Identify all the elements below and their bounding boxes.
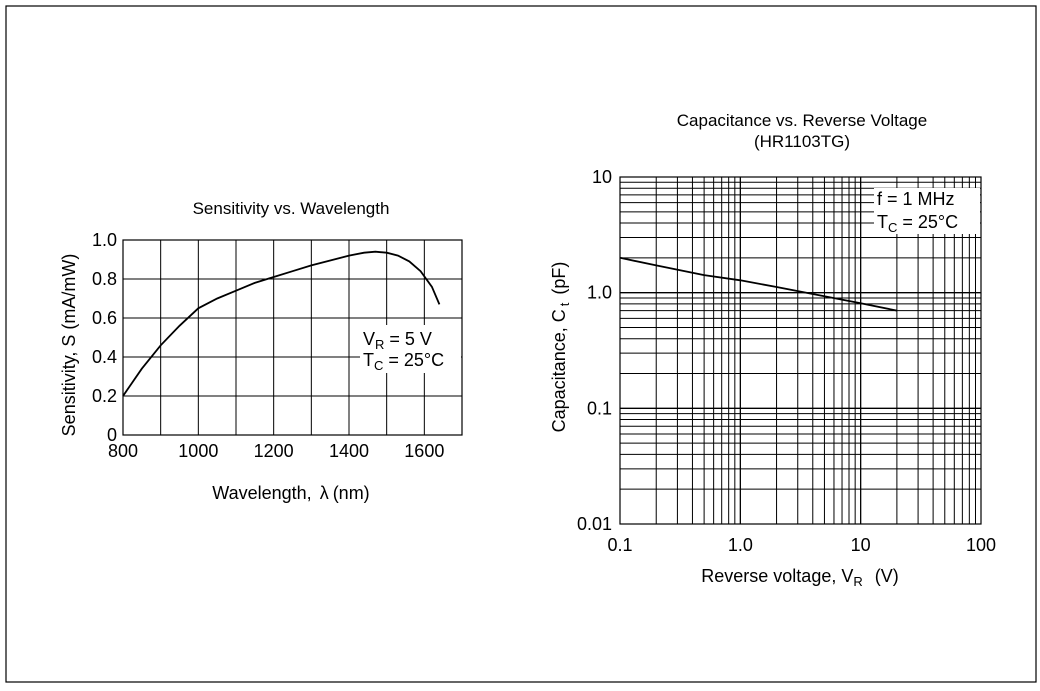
chart1-plot-frame [122,239,463,436]
chart1-x-tick-label: 800 [108,441,138,461]
chart1-series-line [122,250,441,397]
chart2-subtitle: (HR1103TG) [754,132,850,151]
chart1-y-tick-label: 0.2 [92,386,117,406]
chart2-x-tick-label: 0.1 [607,535,632,555]
chart2-y-axis-label: Capacitance, Ct(pF) [549,262,572,433]
chart2-x-tick-label: 100 [966,535,996,555]
chart2-y-tick-label: 0.1 [587,398,612,418]
chart2-x-tick-label: 10 [851,535,871,555]
chart2-x-tick-label: 1.0 [728,535,753,555]
chart1-y-tick-label: 0.4 [92,347,117,367]
chart1-annotation-tc: TC = 25°C [363,350,444,373]
chart1-y-axis-label: Sensitivity, S (mA/mW) [59,254,79,437]
chart1-x-tick-label: 1200 [254,441,294,461]
chart2-annotation-freq: f = 1 MHz [877,189,955,209]
chart1-annotation-bg [360,325,461,373]
chart2-annotation-bg [874,188,980,234]
chart1-x-tick-label: 1400 [329,441,369,461]
chart1-y-tick-labels: 0 0.2 0.4 0.6 0.8 1.0 [92,230,117,445]
chart2-plot-frame [619,176,982,525]
chart2-y-tick-label: 10 [592,167,612,187]
chart1-x-tick-label: 1000 [178,441,218,461]
chart2-series-line [619,256,898,312]
page-border [5,5,1037,683]
chart2-annotation-tc: TC = 25°C [877,212,958,235]
chart1-x-tick-labels: 800 1000 1200 1400 1600 [108,441,444,461]
chart2-y-tick-label: 0.01 [577,514,612,534]
chart1-x-axis-label: Wavelength, λ (nm) [212,483,369,503]
chart1-y-tick-label: 0.6 [92,308,117,328]
chart2-y-tick-label: 1.0 [587,283,612,303]
chart2-x-tick-labels: 0.1 1.0 10 100 [607,535,996,555]
chart1-title: Sensitivity vs. Wavelength [193,199,390,218]
chart2-x-axis-label: Reverse voltage, VR (V) [701,566,898,589]
chart2-y-tick-labels: 0.01 0.1 1.0 10 [577,167,612,534]
chart1-y-tick-label: 1.0 [92,230,117,250]
chart1-x-tick-label: 1600 [404,441,444,461]
capacitance-chart: Capacitance vs. Reverse Voltage (HR1103T… [549,111,996,589]
sensitivity-chart: Sensitivity vs. Wavelength 0 0.2 0.4 0.6 0.8… [59,199,463,503]
chart2-title: Capacitance vs. Reverse Voltage [677,111,927,130]
chart1-y-tick-label: 0 [107,425,117,445]
chart1-y-tick-label: 0.8 [92,269,117,289]
chart1-annotation-vr: VR = 5 V [363,329,432,352]
